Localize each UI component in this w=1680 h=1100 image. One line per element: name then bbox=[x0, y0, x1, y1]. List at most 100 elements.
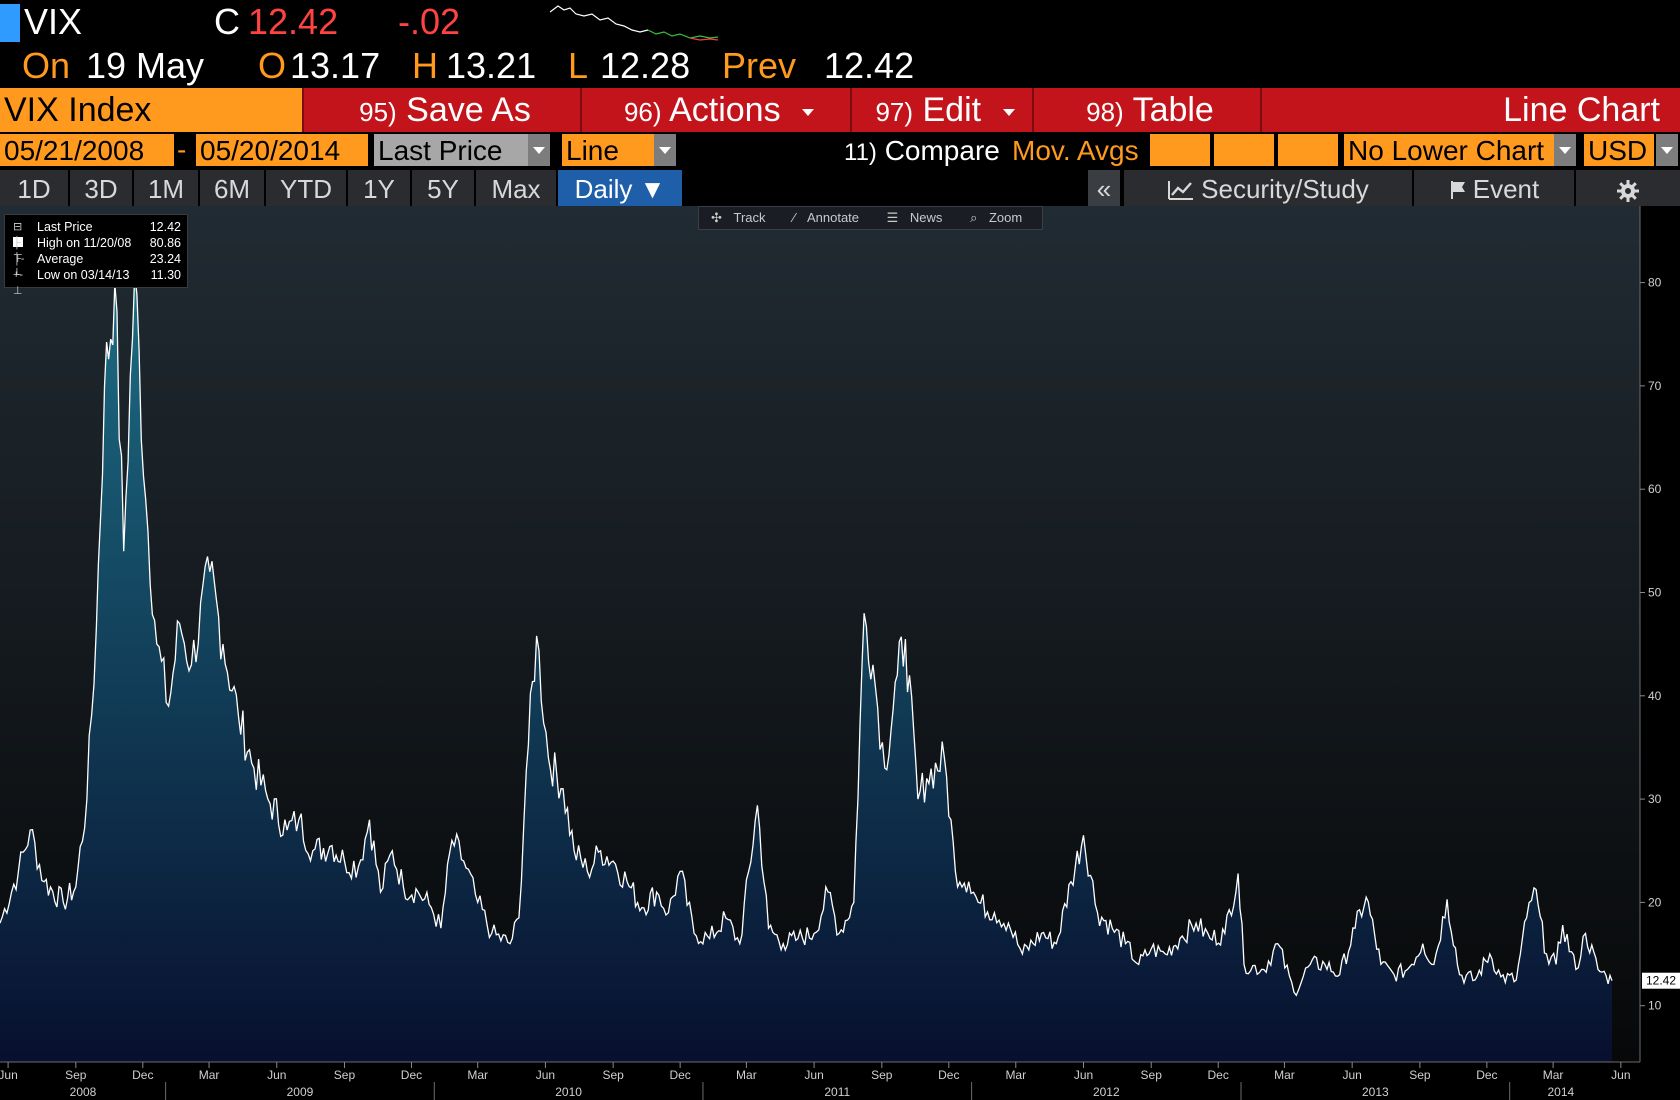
x-month-label: Sep bbox=[65, 1068, 87, 1082]
legend-average-icon: ├-+- bbox=[13, 253, 25, 281]
annotate-tool[interactable]: ⁄ Annotate bbox=[793, 210, 860, 225]
legend-last-label: Last Price bbox=[37, 220, 93, 234]
collapse-button[interactable]: « bbox=[1088, 170, 1122, 206]
lower-chart-select[interactable]: No Lower Chart bbox=[1344, 134, 1554, 166]
last-price-badge-label: 12.42 bbox=[1646, 974, 1676, 988]
security-name-field[interactable]: VIX Index bbox=[0, 88, 302, 132]
intraday-sparkline bbox=[550, 5, 719, 41]
price-area-fill bbox=[0, 273, 1612, 1062]
zoom-tool[interactable]: ⌕ Zoom bbox=[970, 210, 1023, 225]
x-year-label: 2008 bbox=[70, 1085, 97, 1099]
x-month-label: Sep bbox=[1141, 1068, 1163, 1082]
tab-6m[interactable]: 6M bbox=[200, 170, 266, 206]
lower-chart-dropdown-icon[interactable] bbox=[1554, 134, 1576, 166]
compare-label: Compare bbox=[884, 135, 1000, 166]
x-month-label: Dec bbox=[938, 1068, 959, 1082]
settings-button[interactable] bbox=[1576, 170, 1680, 206]
field-select[interactable]: Last Price bbox=[374, 134, 528, 166]
frequency-select[interactable]: Daily ▼ bbox=[558, 170, 684, 206]
actions-button[interactable]: 96) Actions bbox=[580, 88, 850, 132]
x-month-label: Mar bbox=[199, 1068, 220, 1082]
field-dropdown-icon[interactable] bbox=[528, 134, 550, 166]
last-price-badge: 12.42 bbox=[1642, 972, 1680, 989]
x-month-label: Mar bbox=[1274, 1068, 1295, 1082]
start-date-field[interactable]: 05/21/2008 bbox=[0, 134, 174, 166]
legend-low-label: Low on 03/14/13 bbox=[37, 268, 130, 282]
tab-1m[interactable]: 1M bbox=[134, 170, 200, 206]
open-label: O bbox=[258, 45, 287, 86]
net-change: -.02 bbox=[398, 1, 461, 42]
tab-1y[interactable]: 1Y bbox=[348, 170, 412, 206]
security-study-label: Security/Study bbox=[1201, 174, 1369, 204]
edit-button[interactable]: 97) Edit bbox=[850, 88, 1032, 132]
track-tool[interactable]: ✣ Track bbox=[711, 210, 766, 225]
zoom-label: Zoom bbox=[988, 210, 1023, 225]
x-month-label: Dec bbox=[132, 1068, 153, 1082]
tab-3d[interactable]: 3D bbox=[70, 170, 134, 206]
tab-ytd[interactable]: YTD bbox=[266, 170, 348, 206]
open-value: 13.17 bbox=[290, 45, 381, 86]
x-month-label: Jun bbox=[267, 1068, 286, 1082]
tab-1d[interactable]: 1D bbox=[0, 170, 70, 206]
tab-5y[interactable]: 5Y bbox=[412, 170, 476, 206]
period-tabs-row: 1D 3D 1M 6M YTD 1Y 5Y Max Daily ▼ « Secu… bbox=[0, 170, 1680, 206]
style-select[interactable]: Line bbox=[562, 134, 654, 166]
actions-number: 96) bbox=[623, 97, 662, 127]
ticker-marker bbox=[0, 4, 20, 42]
currency-dropdown-icon[interactable] bbox=[1656, 134, 1678, 166]
legend-high-label: High on 11/20/08 bbox=[37, 236, 132, 250]
date-label: On bbox=[22, 45, 71, 86]
x-month-label: Mar bbox=[1005, 1068, 1026, 1082]
x-month-label: Mar bbox=[736, 1068, 757, 1082]
parameters-row: 05/21/2008 - 05/20/2014 Last Price Line … bbox=[0, 133, 1680, 167]
table-button[interactable]: 98) Table bbox=[1032, 88, 1260, 132]
table-label: Table bbox=[1132, 91, 1214, 129]
chart-legend[interactable]: ⊟ Last Price 12.42 ├ ⊤ High on 11/20/08 … bbox=[4, 214, 188, 297]
legend-last-swatch: ⊟ bbox=[13, 219, 33, 247]
chart-line-icon bbox=[1168, 181, 1194, 200]
x-month-label: Jun bbox=[1342, 1068, 1361, 1082]
save-as-button[interactable]: 95) Save As bbox=[302, 88, 580, 132]
chart-mini-toolbar: ✣ Track ⁄ Annotate ☰ News ⌕ Zoom bbox=[698, 206, 1044, 230]
end-date-field[interactable]: 05/20/2014 bbox=[196, 134, 368, 166]
x-year-label: 2011 bbox=[824, 1085, 850, 1099]
legend-last-value: 12.42 bbox=[149, 220, 181, 234]
track-label: Track bbox=[733, 210, 766, 225]
news-tool[interactable]: ☰ News bbox=[886, 210, 943, 225]
x-month-label: Dec bbox=[669, 1068, 690, 1082]
y-tick-label: 70 bbox=[1648, 379, 1662, 393]
y-tick-label: 20 bbox=[1648, 895, 1662, 909]
legend-high-icon: ├ ⊤ bbox=[13, 237, 23, 265]
y-tick-label: 30 bbox=[1648, 792, 1662, 806]
actions-label: Actions bbox=[669, 91, 781, 129]
y-tick-label: 10 bbox=[1648, 999, 1662, 1013]
x-year-label: 2009 bbox=[287, 1085, 314, 1099]
x-month-label: Dec bbox=[1476, 1068, 1497, 1082]
flag-icon bbox=[1450, 181, 1465, 199]
chart-type-title: Line Chart bbox=[1503, 91, 1660, 129]
mov-avg-field-3[interactable] bbox=[1278, 134, 1338, 166]
legend-average-value: 23.24 bbox=[149, 252, 181, 266]
y-tick-label: 80 bbox=[1648, 276, 1662, 290]
date-separator: - bbox=[177, 134, 187, 165]
security-study-button[interactable]: Security/Study bbox=[1124, 170, 1414, 206]
table-number: 98) bbox=[1086, 97, 1124, 127]
tab-max[interactable]: Max bbox=[476, 170, 558, 206]
y-tick-label: 40 bbox=[1648, 689, 1662, 703]
news-label: News bbox=[909, 210, 943, 225]
x-year-label: 2014 bbox=[1547, 1085, 1574, 1099]
price-chart[interactable]: 10 20 30 40 50 60 70 80 Jun Sep Dec Mar Jun Sep Dec Ma… bbox=[0, 206, 1680, 1100]
compare-button[interactable]: 11) Compare bbox=[844, 133, 1000, 167]
currency-select[interactable]: USD bbox=[1584, 134, 1654, 166]
mov-avg-field-1[interactable] bbox=[1150, 134, 1210, 166]
x-year-label: 2012 bbox=[1093, 1085, 1120, 1099]
legend-average-label: Average bbox=[37, 252, 84, 266]
compare-number: 11) bbox=[844, 139, 877, 166]
x-month-label: Jun bbox=[536, 1068, 555, 1082]
legend-low-value: 11.30 bbox=[150, 268, 181, 282]
annotate-label: Annotate bbox=[806, 210, 860, 225]
mov-avg-field-2[interactable] bbox=[1214, 134, 1274, 166]
event-button[interactable]: Event bbox=[1414, 170, 1576, 206]
y-tick-label: 60 bbox=[1648, 482, 1662, 496]
style-dropdown-icon[interactable] bbox=[654, 134, 676, 166]
